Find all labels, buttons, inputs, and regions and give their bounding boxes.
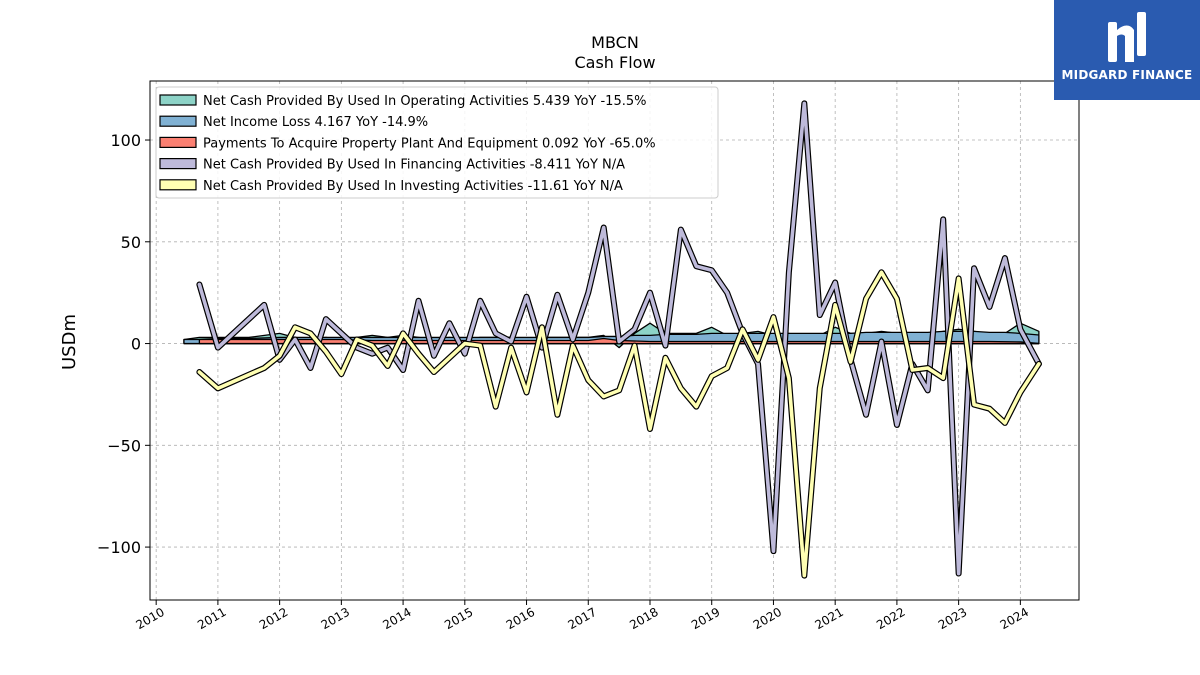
legend-entry-4: Net Cash Provided By Used In Investing A… (203, 179, 623, 194)
x-tick-label-2021: 2021 (812, 605, 845, 632)
legend-frame (155, 86, 719, 199)
x-tick-label-2024: 2024 (998, 605, 1031, 632)
legend-entry-1: Net Income Loss 4.167 YoY -14.9% (203, 115, 428, 130)
x-tick-label-2012: 2012 (257, 605, 290, 632)
x-tick-label-2019: 2019 (689, 605, 722, 632)
line-series (196, 100, 1042, 579)
x-tick-label-2014: 2014 (380, 605, 413, 632)
logo-text: MIDGARD FINANCE (1061, 68, 1193, 82)
legend-swatch-4 (159, 179, 197, 191)
line-series-4 (197, 270, 1041, 578)
y-axis: −100 −50 0 50 100 (97, 131, 150, 557)
chart-subtitle: Cash Flow (574, 53, 655, 72)
x-tick-label-2017: 2017 (566, 605, 599, 632)
x-tick-label-2016: 2016 (504, 605, 537, 632)
line-series-3 (197, 101, 1041, 576)
y-tick-label-50: 50 (121, 233, 141, 252)
plot-frame (149, 80, 1080, 601)
legend-entry-2: Payments To Acquire Property Plant And E… (203, 136, 656, 151)
x-axis: 2010 2011 2012 2013 2014 2015 2016 2017 2018 2019… (133, 600, 1031, 632)
y-tick-label--50: −50 (107, 436, 141, 455)
x-tick-label-2022: 2022 (874, 605, 907, 632)
y-tick-label--100: −100 (97, 538, 141, 557)
x-tick-label-2013: 2013 (319, 605, 352, 632)
legend-swatch-1 (159, 115, 197, 127)
legend: Net Cash Provided By Used In Operating A… (155, 86, 719, 199)
midgard-finance-logo: MIDGARD FINANCE (1054, 0, 1200, 100)
x-tick-label-2020: 2020 (751, 605, 784, 632)
x-tick-label-2011: 2011 (195, 605, 228, 632)
midgard-logo-mark-icon (1108, 12, 1146, 62)
x-tick-label-2010: 2010 (133, 605, 166, 632)
y-axis-label: USDm (59, 314, 80, 370)
legend-entry-0: Net Cash Provided By Used In Operating A… (203, 94, 646, 109)
legend-swatch-2 (159, 136, 197, 148)
chart-title: MBCN (591, 33, 639, 52)
legend-swatch-3 (159, 158, 197, 170)
x-tick-label-2015: 2015 (442, 605, 475, 632)
x-tick-label-2018: 2018 (627, 605, 660, 632)
x-tick-label-2023: 2023 (936, 605, 969, 632)
legend-entry-3: Net Cash Provided By Used In Financing A… (203, 158, 625, 173)
y-tick-label-0: 0 (131, 335, 141, 354)
legend-swatch-0 (159, 94, 197, 106)
y-tick-label-100: 100 (110, 131, 141, 150)
